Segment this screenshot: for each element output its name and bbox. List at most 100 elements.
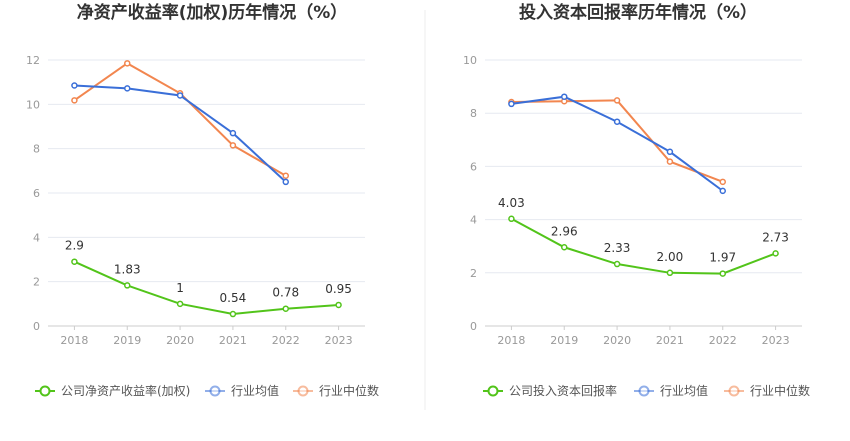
roe-data-label: 1.83 [114, 262, 141, 276]
roic-legend-label: 公司投入资本回报率 [509, 383, 617, 398]
roe-series-point-1 [71, 82, 78, 89]
roe-x-tick-label: 2022 [272, 334, 300, 347]
roe-legend-swatch-marker [209, 385, 221, 397]
roe-x-axis: 2018 2019 2020 2021 2022 2023 [60, 326, 353, 347]
roe-grid [48, 59, 365, 327]
roic-legend-label: 行业中位数 [750, 383, 810, 398]
roic-series-point-1 [561, 93, 568, 100]
roe-y-axis: 0 2 4 6 8 10 12 [26, 54, 40, 333]
roe-x-tick-label: 2019 [113, 334, 141, 347]
roic-series-point-1 [508, 100, 515, 108]
roic-data-label: 2.96 [551, 224, 578, 238]
roe-series-point-0 [71, 258, 78, 265]
roic-legend-swatch-marker [728, 385, 740, 397]
roic-data-label: 2.00 [657, 250, 684, 264]
roe-series-point-0 [124, 282, 131, 289]
roe-y-tick-label: 10 [26, 98, 40, 111]
roe-x-tick-label: 2023 [325, 334, 353, 347]
roic-y-tick-label: 0 [470, 320, 477, 333]
roic-series-line-1 [511, 95, 724, 192]
roe-series-point-2 [282, 172, 289, 179]
roe-data-label: 0.78 [272, 286, 299, 300]
roic-series-point-1 [719, 187, 726, 195]
roic-series-point-1 [666, 148, 674, 156]
roic-y-axis: 0 2 4 6 8 10 [463, 54, 477, 333]
roe-legend-label: 公司净资产收益率(加权) [61, 383, 190, 398]
roic-series-point-0 [666, 269, 674, 277]
roe-series-line-1 [74, 84, 287, 183]
roe-legend-swatch-marker [297, 385, 309, 397]
roe-legend: 公司净资产收益率(加权) 行业均值 行业中位数 [35, 383, 379, 398]
roic-y-tick-label: 2 [470, 267, 477, 280]
roic-legend: 公司投入资本回报率 行业均值 行业中位数 [483, 383, 810, 398]
roe-series-point-1 [124, 85, 131, 92]
roic-chart-title: 投入资本回报率历年情况（%） [519, 2, 757, 23]
roe-series-line-0 [74, 260, 339, 316]
roe-legend-swatch-marker [39, 385, 51, 397]
roic-x-tick-label: 2020 [603, 334, 631, 347]
roic-series-point-0 [561, 244, 568, 251]
roic-series-line-2 [511, 99, 724, 183]
roic-x-tick-label: 2019 [550, 334, 578, 347]
roic-series-point-2 [719, 178, 726, 186]
roe-series-point-2 [229, 142, 237, 149]
roe-data-label: 1 [176, 281, 184, 295]
roic-legend-label: 行业均值 [660, 383, 708, 398]
roic-series-point-0 [613, 260, 621, 268]
roic-series-point-0 [508, 215, 515, 223]
roic-series: 4.03 2.96 2.33 2.00 1.97 2.73 [498, 93, 789, 277]
roe-series-point-1 [176, 92, 184, 99]
roe-series-point-2 [124, 60, 131, 67]
roic-data-label: 1.97 [709, 251, 736, 265]
roe-y-tick-label: 12 [26, 54, 40, 67]
roic-x-tick-label: 2022 [709, 334, 737, 347]
roe-data-label: 0.95 [325, 282, 352, 296]
roe-series-line-2 [73, 62, 287, 177]
roe-legend-label: 行业中位数 [319, 383, 379, 398]
roic-data-label: 2.33 [604, 241, 631, 255]
roe-y-tick-label: 4 [33, 231, 40, 244]
roic-series-point-2 [666, 158, 674, 165]
roic-y-tick-label: 8 [470, 107, 477, 120]
roic-y-tick-label: 4 [470, 214, 477, 227]
roe-x-tick-label: 2020 [166, 334, 194, 347]
roe-chart-title: 净资产收益率(加权)历年情况（%） [77, 2, 348, 23]
roic-x-tick-label: 2021 [656, 334, 684, 347]
roe-y-tick-label: 0 [33, 320, 40, 333]
roic-legend-swatch-marker [638, 385, 650, 397]
roic-series-point-2 [613, 97, 621, 104]
roe-series: 2.9 1.83 1 0.54 0.78 0.95 [65, 60, 352, 318]
roe-chart: 净资产收益率(加权)历年情况（%） 0 2 4 6 8 10 12 2018 2019 2020… [26, 2, 379, 398]
roic-series-point-1 [613, 118, 621, 125]
roic-y-tick-label: 10 [463, 54, 477, 67]
roe-data-label: 0.54 [220, 291, 247, 305]
roic-x-axis: 2018 2019 2020 2021 2022 2023 [497, 326, 790, 347]
roe-series-point-0 [282, 305, 289, 312]
roic-series-line-0 [510, 217, 776, 275]
roe-y-tick-label: 8 [33, 143, 40, 156]
roe-data-label: 2.9 [65, 239, 84, 253]
roe-series-point-2 [71, 97, 78, 104]
roe-series-point-0 [335, 301, 342, 309]
roic-data-label: 2.73 [762, 230, 789, 244]
roic-series-point-0 [772, 250, 779, 257]
roe-legend-label: 行业均值 [231, 383, 279, 398]
roe-x-tick-label: 2018 [60, 334, 88, 347]
roic-y-tick-label: 6 [470, 160, 477, 173]
roic-x-tick-label: 2023 [762, 334, 790, 347]
roe-y-tick-label: 6 [33, 187, 40, 200]
roic-x-tick-label: 2018 [497, 334, 525, 347]
roic-grid [485, 59, 802, 327]
roe-x-tick-label: 2021 [219, 334, 247, 347]
roe-series-point-0 [176, 300, 184, 308]
roe-series-point-1 [282, 178, 289, 186]
roic-series-point-0 [719, 270, 726, 277]
roe-series-point-1 [229, 129, 237, 137]
roic-data-label: 4.03 [498, 196, 525, 210]
roe-y-tick-label: 2 [33, 276, 40, 289]
roe-series-point-0 [229, 310, 237, 318]
roic-legend-swatch-marker [487, 385, 499, 397]
